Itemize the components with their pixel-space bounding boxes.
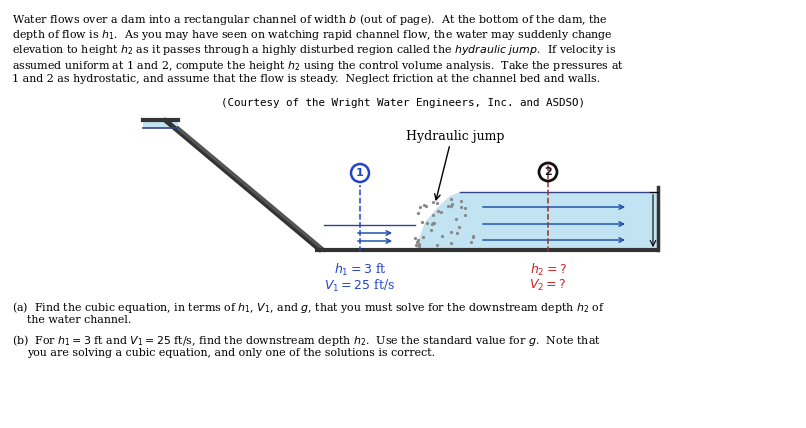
Text: the water channel.: the water channel. — [27, 315, 131, 325]
Text: (a)  Find the cubic equation, in terms of $h_1$, $V_1$, and $g$, that you must s: (a) Find the cubic equation, in terms of… — [12, 300, 605, 315]
Polygon shape — [178, 128, 657, 250]
Text: 1 and 2 as hydrostatic, and assume that the flow is steady.  Neglect friction at: 1 and 2 as hydrostatic, and assume that … — [12, 74, 600, 84]
Text: Water flows over a dam into a rectangular channel of width $b$ (out of page).  A: Water flows over a dam into a rectangula… — [12, 12, 608, 27]
Polygon shape — [143, 121, 178, 128]
Text: (b)  For $h_1 = 3$ ft and $V_1 = 25$ ft/s, find the downstream depth $h_2$.  Use: (b) For $h_1 = 3$ ft and $V_1 = 25$ ft/s… — [12, 333, 600, 348]
Text: depth of flow is $h_1$.  As you may have seen on watching rapid channel flow, th: depth of flow is $h_1$. As you may have … — [12, 27, 613, 42]
Text: $h_1 = 3$ ft: $h_1 = 3$ ft — [334, 262, 386, 278]
Text: assumed uniform at 1 and 2, compute the height $h_2$ using the control volume an: assumed uniform at 1 and 2, compute the … — [12, 59, 624, 72]
Text: 2: 2 — [544, 167, 552, 177]
Text: elevation to height $h_2$ as it passes through a highly disturbed region called : elevation to height $h_2$ as it passes t… — [12, 43, 617, 57]
Text: (Courtesy of the Wright Water Engineers, Inc. and ASDSO): (Courtesy of the Wright Water Engineers,… — [221, 98, 585, 108]
Text: 1: 1 — [356, 168, 364, 178]
Text: $h_2 =?$: $h_2 =?$ — [530, 262, 567, 278]
Text: $V_2 =?$: $V_2 =?$ — [530, 278, 567, 293]
Text: Hydraulic jump: Hydraulic jump — [405, 130, 505, 143]
Text: you are solving a cubic equation, and only one of the solutions is correct.: you are solving a cubic equation, and on… — [27, 348, 435, 358]
Text: $V_1 = 25$ ft/s: $V_1 = 25$ ft/s — [324, 278, 396, 294]
